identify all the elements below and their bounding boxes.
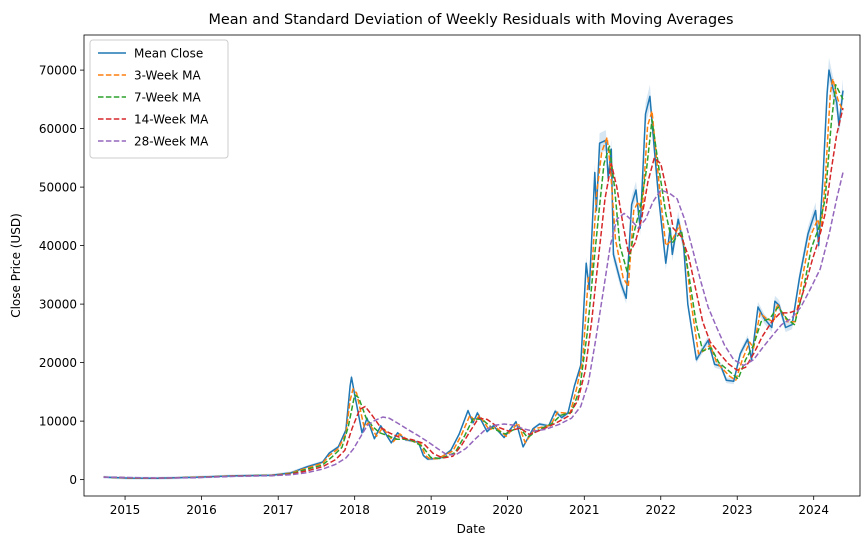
x-tick-label: 2023 — [722, 503, 753, 517]
x-tick-label: 2018 — [339, 503, 370, 517]
x-axis: 2015 2016 2017 2018 2019 2020 2021 2022 2023 2024 — [110, 496, 829, 517]
y-tick-label: 60000 — [39, 122, 77, 136]
y-tick-label: 50000 — [39, 180, 77, 194]
y-tick-label: 30000 — [39, 297, 77, 311]
y-tick-label: 10000 — [39, 414, 77, 428]
x-tick-label: 2024 — [798, 503, 829, 517]
legend: Mean Close 3-Week MA 7-Week MA 14-Week MA 28… — [89, 39, 229, 159]
y-tick-label: 0 — [69, 473, 77, 487]
y-tick-label: 20000 — [39, 356, 77, 370]
x-tick-label: 2020 — [492, 503, 523, 517]
series-line-3-week-ma — [103, 78, 844, 479]
y-axis-label: Close Price (USD) — [9, 213, 23, 318]
legend-box — [89, 39, 229, 159]
legend-label: 28-Week MA — [134, 134, 209, 148]
x-tick-label: 2021 — [569, 503, 600, 517]
x-tick-label: 2016 — [186, 503, 217, 517]
plot-frame — [83, 34, 861, 497]
x-tick-label: 2022 — [645, 503, 676, 517]
y-tick-label: 70000 — [39, 63, 77, 77]
chart-title: Mean and Standard Deviation of Weekly Re… — [209, 12, 734, 28]
x-tick-label: 2017 — [263, 503, 294, 517]
legend-label: 14-Week MA — [134, 112, 209, 126]
plot-area — [103, 57, 844, 480]
y-axis: 0 10000 20000 30000 40000 50000 60000 70000 — [39, 63, 84, 487]
y-tick-label: 40000 — [39, 239, 77, 253]
x-tick-label: 2015 — [110, 503, 141, 517]
series-line-28-week-ma — [103, 172, 844, 479]
series-line-14-week-ma — [103, 107, 844, 479]
legend-label: 3-Week MA — [134, 68, 202, 82]
legend-label: Mean Close — [134, 46, 203, 60]
legend-label: 7-Week MA — [134, 90, 202, 104]
series-line-7-week-ma — [103, 83, 844, 479]
x-tick-label: 2019 — [416, 503, 447, 517]
x-axis-label: Date — [457, 522, 486, 536]
